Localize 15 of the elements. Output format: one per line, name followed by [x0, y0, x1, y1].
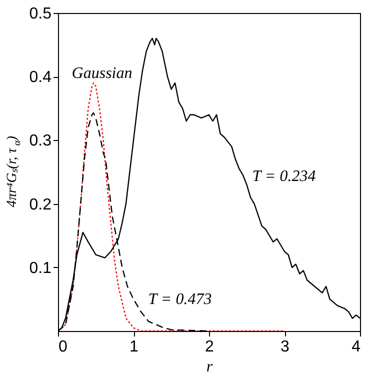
x-tick-label: 1 [130, 338, 139, 356]
series-label: Gaussian [72, 65, 132, 82]
y-tick-label: 0.3 [29, 132, 52, 150]
series-label: T = 0.473 [148, 291, 212, 308]
y-axis-title: 4πr⁴Gₛ(r, τα) [5, 136, 23, 208]
y-tick-label: 0.2 [29, 196, 52, 214]
y-tick-label: 0.4 [29, 69, 52, 86]
x-tick-label: 0 [58, 338, 68, 356]
y-tick-label: 0.5 [29, 6, 52, 22]
x-tick-label: 3 [280, 338, 290, 356]
x-axis-title: r [206, 358, 214, 374]
x-tick-label: 4 [352, 338, 361, 356]
x-tick-label: 2 [205, 338, 214, 356]
y-tick-label: 0.1 [29, 260, 52, 277]
series-label: T = 0.234 [252, 168, 316, 185]
